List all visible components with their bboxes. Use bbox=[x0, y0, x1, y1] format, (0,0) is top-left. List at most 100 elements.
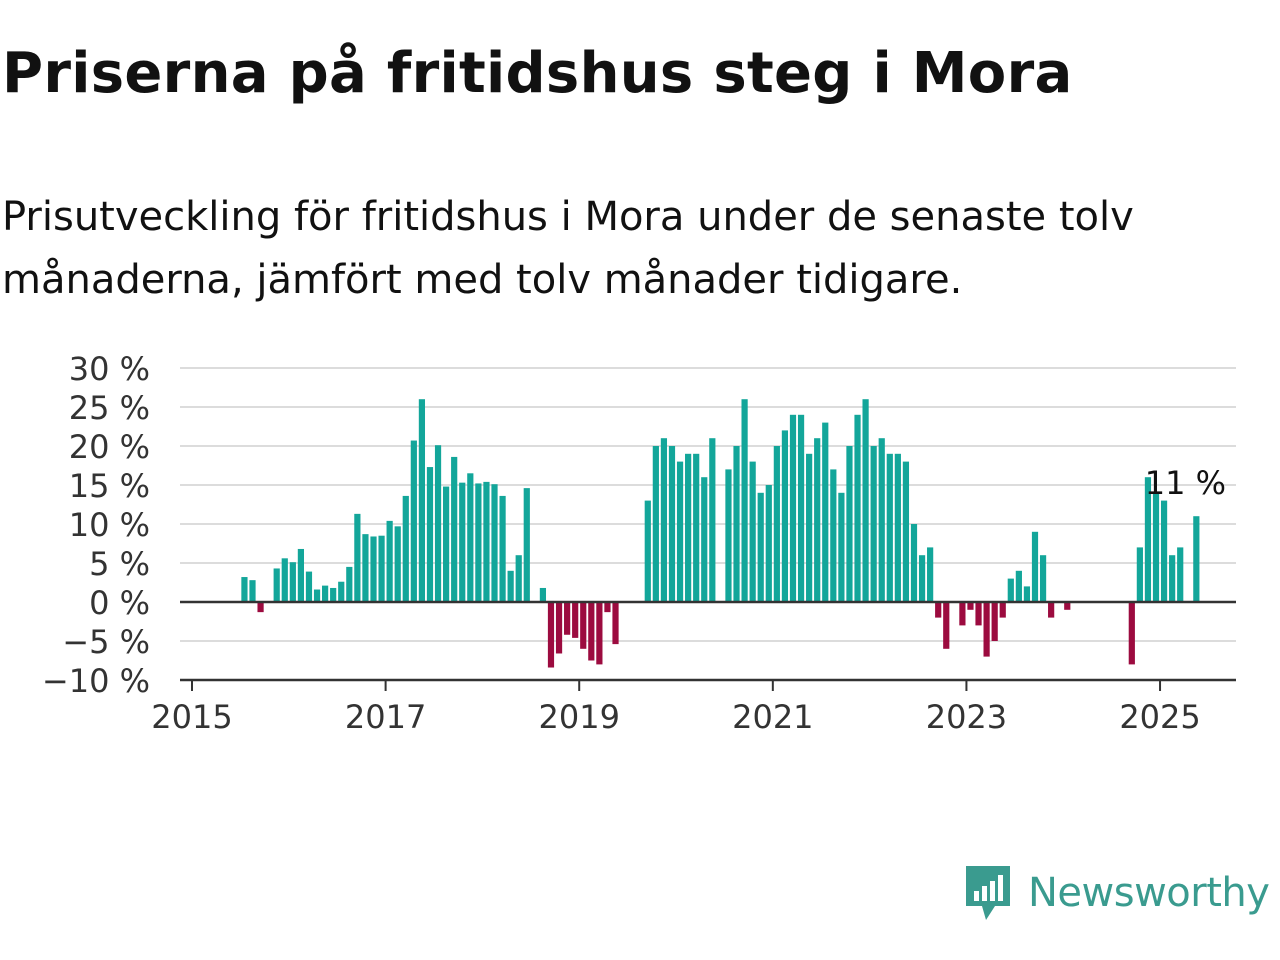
bar bbox=[781, 430, 789, 602]
bar bbox=[297, 548, 304, 602]
bar bbox=[588, 602, 595, 661]
y-tick-label: 30 % bbox=[69, 350, 150, 388]
bar bbox=[289, 562, 296, 602]
bar bbox=[910, 524, 918, 602]
bar bbox=[443, 486, 450, 602]
bar bbox=[467, 473, 474, 602]
bar bbox=[564, 602, 571, 635]
bar bbox=[789, 414, 797, 602]
bar bbox=[830, 469, 837, 602]
bar bbox=[644, 500, 651, 602]
bar bbox=[693, 453, 700, 602]
y-tick-label: 25 % bbox=[69, 389, 150, 427]
y-tick-label: 15 % bbox=[69, 467, 150, 505]
bar bbox=[410, 440, 417, 602]
bar bbox=[838, 492, 845, 602]
bar bbox=[354, 513, 361, 602]
x-tick-label: 2023 bbox=[926, 698, 1007, 736]
bar bbox=[257, 602, 264, 613]
bar bbox=[862, 399, 869, 602]
bar bbox=[330, 587, 337, 602]
bar bbox=[660, 438, 668, 602]
bar bbox=[854, 414, 861, 602]
bar bbox=[1144, 477, 1152, 602]
bar bbox=[676, 461, 684, 602]
bar bbox=[402, 495, 409, 602]
bar bbox=[757, 492, 764, 602]
bar bbox=[547, 602, 555, 668]
bar bbox=[814, 438, 821, 602]
x-tick-label: 2021 bbox=[732, 698, 813, 736]
bar bbox=[668, 446, 676, 602]
bar bbox=[499, 495, 506, 602]
bar bbox=[983, 602, 990, 657]
bar bbox=[394, 526, 401, 602]
bar bbox=[846, 446, 853, 602]
bar bbox=[475, 483, 482, 602]
y-axis-labels: 30 %25 %20 %15 %10 %5 %0 %−5 %−10 % bbox=[42, 350, 150, 700]
y-tick-label: 0 % bbox=[89, 584, 150, 622]
x-tick-label: 2019 bbox=[538, 698, 619, 736]
bar bbox=[313, 589, 321, 602]
y-tick-label: −5 % bbox=[62, 623, 150, 661]
bar bbox=[1136, 547, 1143, 602]
bar bbox=[370, 536, 377, 602]
bar bbox=[273, 568, 280, 602]
bar bbox=[362, 534, 369, 602]
axes bbox=[180, 600, 1236, 691]
bar bbox=[709, 438, 716, 602]
bar bbox=[797, 414, 805, 602]
bar bbox=[507, 570, 514, 602]
newsworthy-logo-icon bbox=[966, 866, 1010, 920]
brand: Newsworthy bbox=[962, 862, 1270, 924]
bar bbox=[523, 488, 530, 602]
x-tick-label: 2017 bbox=[345, 698, 426, 736]
bar bbox=[685, 453, 692, 602]
bar bbox=[338, 581, 345, 602]
bar bbox=[822, 422, 829, 602]
bar bbox=[1015, 570, 1022, 602]
bars bbox=[241, 399, 1200, 668]
bar bbox=[281, 558, 288, 602]
bar bbox=[878, 438, 885, 602]
bar bbox=[515, 555, 522, 602]
bar bbox=[1031, 531, 1039, 602]
bar bbox=[935, 602, 942, 618]
y-tick-label: 10 % bbox=[69, 506, 150, 544]
bar bbox=[1152, 492, 1160, 602]
y-tick-label: −10 % bbox=[42, 662, 150, 700]
bar bbox=[701, 477, 708, 602]
bar bbox=[870, 446, 877, 602]
bar bbox=[927, 547, 934, 602]
bar bbox=[1160, 500, 1168, 602]
bar bbox=[596, 602, 603, 665]
bar bbox=[959, 602, 966, 626]
bar bbox=[249, 580, 256, 602]
bar bbox=[580, 602, 587, 649]
bar bbox=[241, 577, 248, 602]
bar bbox=[434, 445, 442, 602]
bar bbox=[765, 485, 772, 602]
bar bbox=[967, 602, 974, 610]
bar bbox=[749, 461, 756, 602]
bar bbox=[725, 469, 732, 602]
chart-title: Priserna på fritidshus steg i Mora bbox=[2, 41, 1073, 106]
bar bbox=[1007, 578, 1014, 602]
y-tick-label: 5 % bbox=[89, 545, 150, 583]
bar bbox=[1169, 555, 1176, 602]
bar bbox=[975, 602, 982, 626]
bar bbox=[886, 453, 893, 602]
bar bbox=[483, 481, 490, 602]
bar bbox=[991, 602, 998, 641]
bar bbox=[459, 482, 466, 602]
bar bbox=[741, 399, 748, 602]
bar bbox=[451, 456, 458, 602]
bar bbox=[1023, 586, 1031, 602]
bar bbox=[386, 520, 393, 602]
bar bbox=[612, 602, 619, 645]
bar bbox=[1048, 602, 1055, 618]
bar bbox=[1193, 516, 1200, 602]
bar bbox=[378, 535, 385, 602]
x-tick-label: 2025 bbox=[1119, 698, 1200, 736]
bar bbox=[1039, 555, 1047, 602]
